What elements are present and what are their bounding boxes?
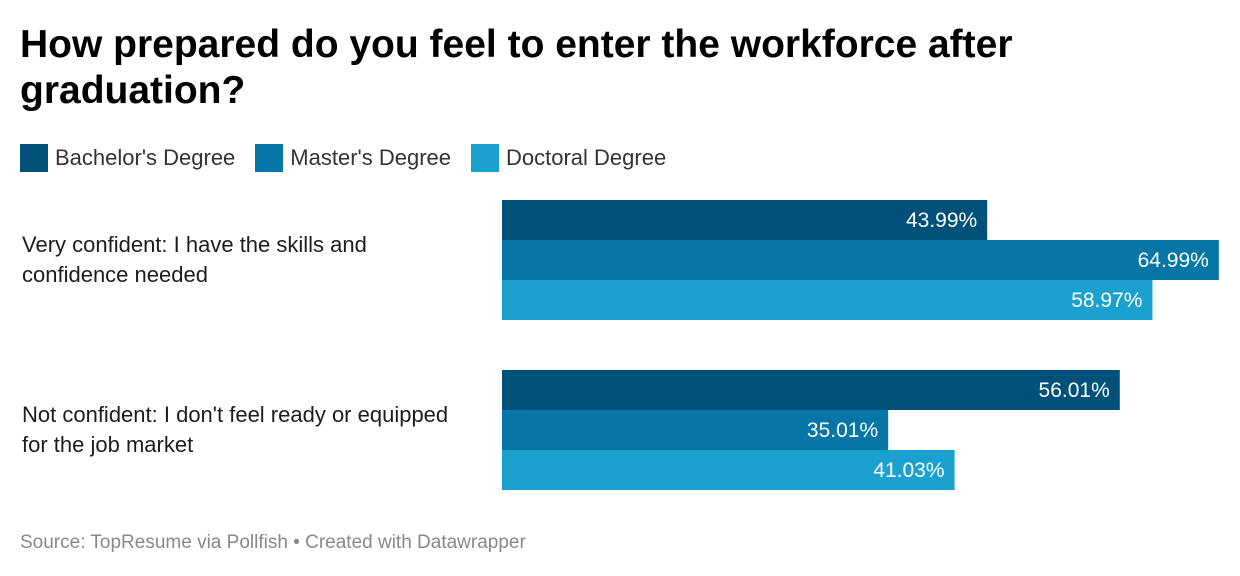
- category-label: Very confident: I have the skills and: [22, 232, 367, 257]
- legend-item-master: Master's Degree: [255, 144, 451, 172]
- legend: Bachelor's Degree Master's Degree Doctor…: [20, 144, 686, 172]
- legend-item-doctoral: Doctoral Degree: [471, 144, 666, 172]
- bar: [502, 240, 1219, 280]
- bar-value-label: 56.01%: [1039, 379, 1110, 402]
- bar: [502, 200, 988, 240]
- legend-swatch-master: [255, 144, 284, 172]
- bar: [502, 450, 955, 490]
- legend-label-master: Master's Degree: [290, 145, 451, 170]
- legend-label-doctoral: Doctoral Degree: [506, 145, 667, 170]
- category-label: confidence needed: [22, 262, 208, 287]
- legend-swatch-doctoral: [471, 144, 499, 172]
- bar: [502, 280, 1153, 320]
- source-footer: Source: TopResume via Pollfish • Created…: [20, 532, 526, 553]
- legend-swatch-bachelor: [20, 144, 48, 172]
- bar-value-label: 58.97%: [1071, 289, 1142, 312]
- chart-title: How prepared do you feel to enter the wo…: [20, 23, 1013, 112]
- legend-item-bachelor: Bachelor's Degree: [20, 144, 235, 172]
- legend-label-bachelor: Bachelor's Degree: [55, 145, 236, 170]
- bar-value-label: 35.01%: [807, 419, 878, 442]
- bar-value-label: 43.99%: [906, 209, 977, 232]
- bar: [502, 370, 1120, 410]
- bar: [502, 410, 889, 450]
- category-label: for the job market: [22, 432, 193, 457]
- bar-value-label: 64.99%: [1138, 249, 1209, 272]
- bar-value-label: 41.03%: [873, 459, 944, 482]
- category-label: Not confident: I don't feel ready or equ…: [22, 402, 448, 427]
